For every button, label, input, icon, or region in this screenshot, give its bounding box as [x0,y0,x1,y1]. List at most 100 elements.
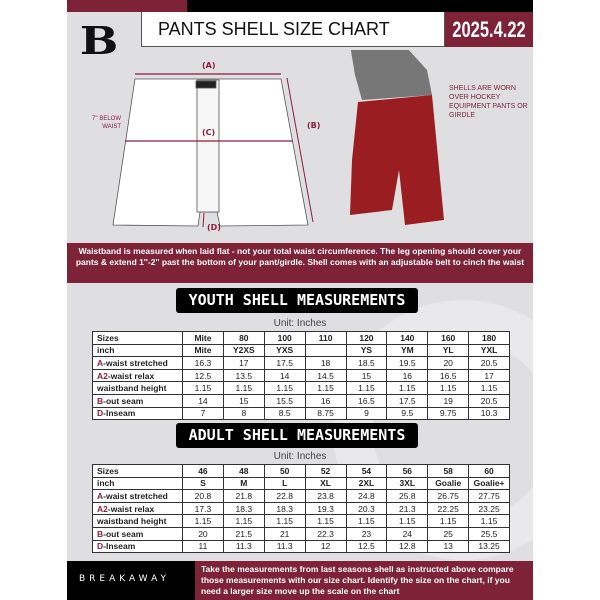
table-cell: 8.5 [263,406,306,421]
pants-diagram: (A) (C) (B) (D) [112,50,444,232]
table-row: D-Inseam 7 8 8.5 8.75 9 9.5 9.75 10.3 [92,406,510,421]
table-row: A2-waist relax 17.3 18.3 18.3 19.3 20.3 21.3 22… [92,501,510,516]
table-cell: YXS [263,343,306,358]
below-waist-note: 7'' BELOW WAIST [92,116,121,130]
table-cell: 20.5 [468,393,510,408]
table-cell: 17.3 [182,501,224,516]
table-cell: 14.5 [304,368,347,383]
table-cell [304,343,347,358]
table-cell: 3XL [386,476,429,491]
table-cell: 1.15 [304,381,347,395]
table-cell: 17.5 [263,356,306,370]
table-cell: YM [386,343,429,358]
row-label: inch [92,476,183,491]
row-label-text: Sizes [97,332,119,343]
row-label: D-Inseam [92,406,183,421]
measure-marker: B [97,528,104,539]
table-cell: 8.75 [304,406,347,421]
date-text: 2025.4.22 [452,17,526,42]
table-cell: 24.8 [345,489,388,503]
table-cell: 9.75 [427,406,470,421]
table-cell: 25.5 [468,526,510,541]
table-cell: 60 [468,464,510,478]
table-cell: 16 [304,393,347,408]
table-cell: Goalie+ [468,476,510,491]
table-cell: 1.15 [263,514,306,528]
table-cell: 20 [427,356,470,370]
table-cell: 48 [222,464,265,478]
label-b: (B) [307,121,320,130]
adult-size-table: Sizes 46 48 50 52 54 56 58 60 inch S M L XL 2XL 3XL Goal… [92,464,510,554]
table-row: A-waist stretched 20.8 21.8 22.8 23.8 24.8 25.… [92,489,510,503]
row-label-text: inch [97,478,115,489]
adult-unit: Unit: Inches [273,451,327,462]
measure-marker: D [97,408,104,419]
measure-marker: A [97,490,104,501]
measure-marker: D [97,541,104,552]
table-cell: 19.5 [386,356,429,370]
shells-note: SHELLS ARE WORN OVER HOCKEY EQUIPMENT PA… [449,85,528,119]
row-label: A-waist stretched [92,489,183,503]
footer-instructions: Take the measurements from last seasons … [195,561,533,600]
table-cell: M [222,476,265,491]
table-cell: 22.25 [427,501,470,516]
row-label: inch [92,343,183,358]
row-label-text: -waist relax [107,503,155,514]
date-badge: 2025.4.22 [445,12,533,47]
table-cell: 15 [222,393,265,408]
table-cell: 120 [345,331,388,345]
table-cell: XL [304,476,347,491]
table-row: inch S M L XL 2XL 3XL Goalie Goalie+ [92,476,510,491]
shorts-outline [112,78,309,227]
table-row: B-out seam 14 15 15.5 16 16.5 17.5 19 20.5 [92,393,510,408]
table-cell: 23.8 [304,489,347,503]
brand-logo: B [79,18,119,63]
table-cell: 21.3 [386,501,429,516]
table-cell: 1.15 [222,381,265,395]
row-label: B-out seam [92,526,183,541]
table-cell: 20.5 [468,356,510,370]
table-cell: 19.3 [304,501,347,516]
row-label-text: -waist relax [107,370,155,381]
row-label-text: -waist stretched [103,357,168,368]
size-chart-page: B PANTS SHELL SIZE CHART 2025.4.22 (A) (… [67,0,533,600]
table-cell: 11.3 [263,539,306,554]
row-label: A2-waist relax [92,368,183,383]
measure-line-b [286,77,314,223]
table-cell: 11.3 [222,539,265,554]
table-cell: 1.15 [304,514,347,528]
table-cell: 18 [304,356,347,370]
table-cell: 1.15 [427,381,470,395]
adult-section-title: ADULT SHELL MEASUREMENTS [176,423,418,448]
table-cell: YL [427,343,470,358]
table-cell: 16.5 [345,393,388,408]
table-cell: 1.15 [427,514,470,528]
table-cell: 24 [386,526,429,541]
label-c: (C) [202,128,215,137]
page-title: PANTS SHELL SIZE CHART [141,12,445,47]
table-cell: 11 [182,539,224,554]
table-cell: 15.5 [263,393,306,408]
table-cell: 54 [345,464,388,478]
table-cell: 1.15 [182,381,224,395]
label-a: (A) [202,61,216,70]
table-cell: 21 [263,526,306,541]
table-cell: 1.15 [386,514,429,528]
table-cell: 1.15 [263,381,306,395]
table-cell: 17.5 [386,393,429,408]
table-cell: 1.15 [345,381,388,395]
table-cell: 19 [427,393,470,408]
measure-marker: A2 [97,370,108,381]
measure-marker: A2 [97,503,108,514]
table-cell: YS [345,343,388,358]
table-cell: 7 [182,406,224,421]
youth-section-title: YOUTH SHELL MEASUREMENTS [176,288,418,313]
table-cell: 1.15 [182,514,224,528]
table-cell: 52 [304,464,347,478]
table-cell: 1.15 [222,514,265,528]
table-cell: 13.5 [222,368,265,383]
youth-size-table: Sizes Mite 80 100 110 120 140 160 180 inch Mite Y2X… [92,331,510,421]
table-cell: 16 [386,368,429,383]
table-cell: Mite [182,343,224,358]
table-cell: 12.5 [345,539,388,554]
